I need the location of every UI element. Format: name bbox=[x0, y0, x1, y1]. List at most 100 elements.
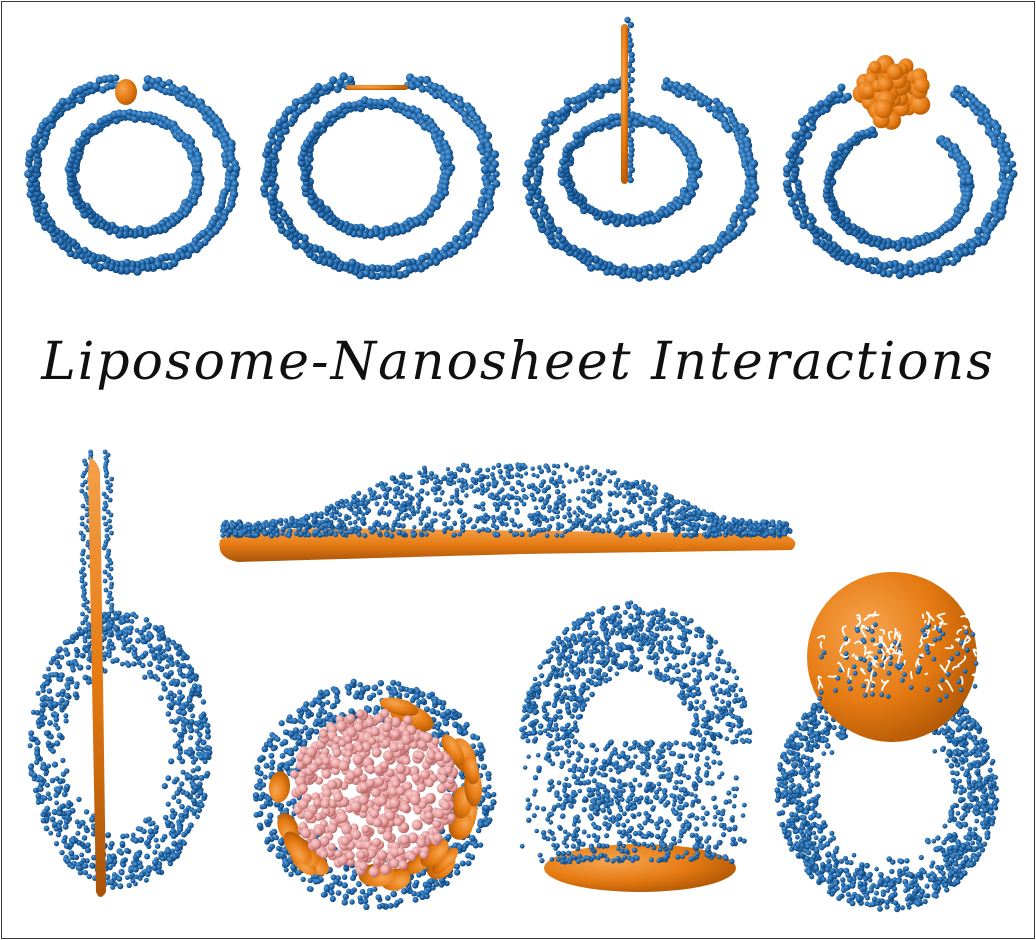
lipid-bead bbox=[486, 784, 492, 790]
lipid-bead bbox=[79, 488, 85, 494]
lipid-bead bbox=[692, 161, 702, 171]
lipid-bead bbox=[279, 853, 285, 859]
lipid-bead bbox=[551, 480, 558, 486]
lipid-bead bbox=[812, 236, 821, 246]
lipid-bead bbox=[647, 506, 652, 511]
lipid-bead bbox=[509, 517, 515, 523]
lipid-bead bbox=[79, 819, 86, 827]
lipid-bead bbox=[47, 796, 53, 801]
lipid-bead bbox=[175, 699, 182, 706]
lipid-bead bbox=[64, 815, 70, 820]
lipid-bead bbox=[108, 584, 114, 590]
lipid-bead bbox=[125, 612, 131, 619]
lipid-bead bbox=[376, 530, 382, 536]
lipid-bead bbox=[377, 680, 384, 687]
lipid-bead bbox=[705, 531, 712, 537]
lipid-bead bbox=[409, 486, 414, 491]
lipid-bead bbox=[459, 513, 465, 519]
lipid-bead bbox=[456, 728, 464, 735]
lipid-bead bbox=[612, 518, 618, 524]
lipid-bead bbox=[359, 888, 366, 895]
lipid-bead bbox=[688, 533, 694, 539]
lipid-bead bbox=[79, 652, 85, 659]
lipid-bead bbox=[200, 699, 207, 705]
lipid-bead bbox=[424, 479, 429, 484]
lipid-bead bbox=[596, 496, 602, 502]
lipid-bead bbox=[190, 768, 196, 774]
lipid-bead bbox=[315, 878, 322, 885]
lipid-bead bbox=[562, 514, 567, 520]
lipid-bead bbox=[70, 838, 77, 845]
lipid-bead bbox=[494, 525, 500, 531]
lipid-bead bbox=[553, 504, 559, 510]
lipid-bead bbox=[465, 860, 472, 867]
lipid-bead bbox=[628, 51, 635, 59]
lipid-bead bbox=[645, 481, 651, 487]
lipid-bead bbox=[485, 775, 492, 782]
lipid-bead bbox=[567, 498, 572, 503]
lipid-bead bbox=[323, 885, 330, 892]
lipid-bead bbox=[127, 637, 133, 643]
lipid-bead bbox=[444, 159, 452, 167]
lipid-bead bbox=[66, 800, 72, 806]
lipid-bead bbox=[199, 802, 205, 809]
lipid-bead bbox=[359, 500, 365, 507]
lipid-bead bbox=[350, 678, 357, 685]
lipid-bead bbox=[545, 494, 551, 499]
lipid-bead bbox=[34, 746, 40, 752]
lipid-bead bbox=[181, 705, 187, 710]
lipid-bead bbox=[415, 509, 420, 514]
lipid-bead bbox=[538, 468, 545, 475]
lipid-bead bbox=[529, 492, 535, 498]
lipid-bead bbox=[418, 85, 427, 93]
lipid-bead bbox=[576, 496, 581, 501]
lipid-bead bbox=[352, 519, 358, 525]
lipid-bead bbox=[63, 718, 69, 724]
lipid-bead bbox=[58, 677, 64, 683]
lipid-bead bbox=[375, 483, 380, 488]
lipid-bead bbox=[186, 773, 193, 780]
lipid-bead bbox=[590, 503, 597, 509]
lipid-bead bbox=[126, 662, 132, 668]
lipid-bead bbox=[196, 807, 203, 814]
lipid-bead bbox=[643, 500, 648, 506]
lipid-bead bbox=[108, 575, 114, 581]
lipid-bead bbox=[390, 526, 396, 533]
lipid-bead bbox=[383, 482, 388, 487]
lipid-bead bbox=[34, 739, 41, 746]
lipid-bead bbox=[475, 827, 482, 834]
lipid-bead bbox=[62, 835, 68, 841]
lipid-bead bbox=[183, 718, 190, 725]
lipid-bead bbox=[777, 524, 783, 531]
lipid-bead bbox=[362, 898, 369, 905]
lipid-bead bbox=[106, 653, 112, 659]
lipid-bead bbox=[471, 478, 477, 484]
lipid-bead bbox=[49, 816, 56, 823]
lipid-bead bbox=[195, 814, 200, 820]
lipid-bead bbox=[179, 694, 185, 700]
lipid-bead bbox=[165, 645, 172, 652]
lipid-bead bbox=[129, 618, 135, 624]
lipid-bead bbox=[412, 525, 417, 530]
lipid-bead bbox=[281, 739, 289, 746]
lipid-bead bbox=[484, 821, 490, 827]
lipid-bead bbox=[176, 731, 183, 738]
lipid-bead bbox=[283, 860, 291, 868]
lipid-bead bbox=[476, 528, 482, 534]
lipid-bead bbox=[357, 895, 363, 901]
lipid-bead bbox=[472, 524, 477, 529]
lipid-bead bbox=[110, 645, 116, 651]
lipid-bead bbox=[124, 833, 130, 839]
lipid-bead bbox=[160, 630, 166, 635]
lipid-bead bbox=[607, 490, 613, 496]
lipid-bead bbox=[469, 484, 474, 489]
lipid-bead bbox=[64, 651, 71, 657]
lipid-bead bbox=[81, 835, 88, 841]
lipid-bead bbox=[193, 756, 199, 762]
lipid-bead bbox=[618, 533, 623, 538]
lipid-bead bbox=[619, 482, 625, 488]
lipid-bead bbox=[44, 696, 50, 702]
lipid-bead bbox=[177, 827, 183, 833]
lipid-bead bbox=[576, 505, 581, 510]
lipid-bead bbox=[77, 664, 84, 671]
